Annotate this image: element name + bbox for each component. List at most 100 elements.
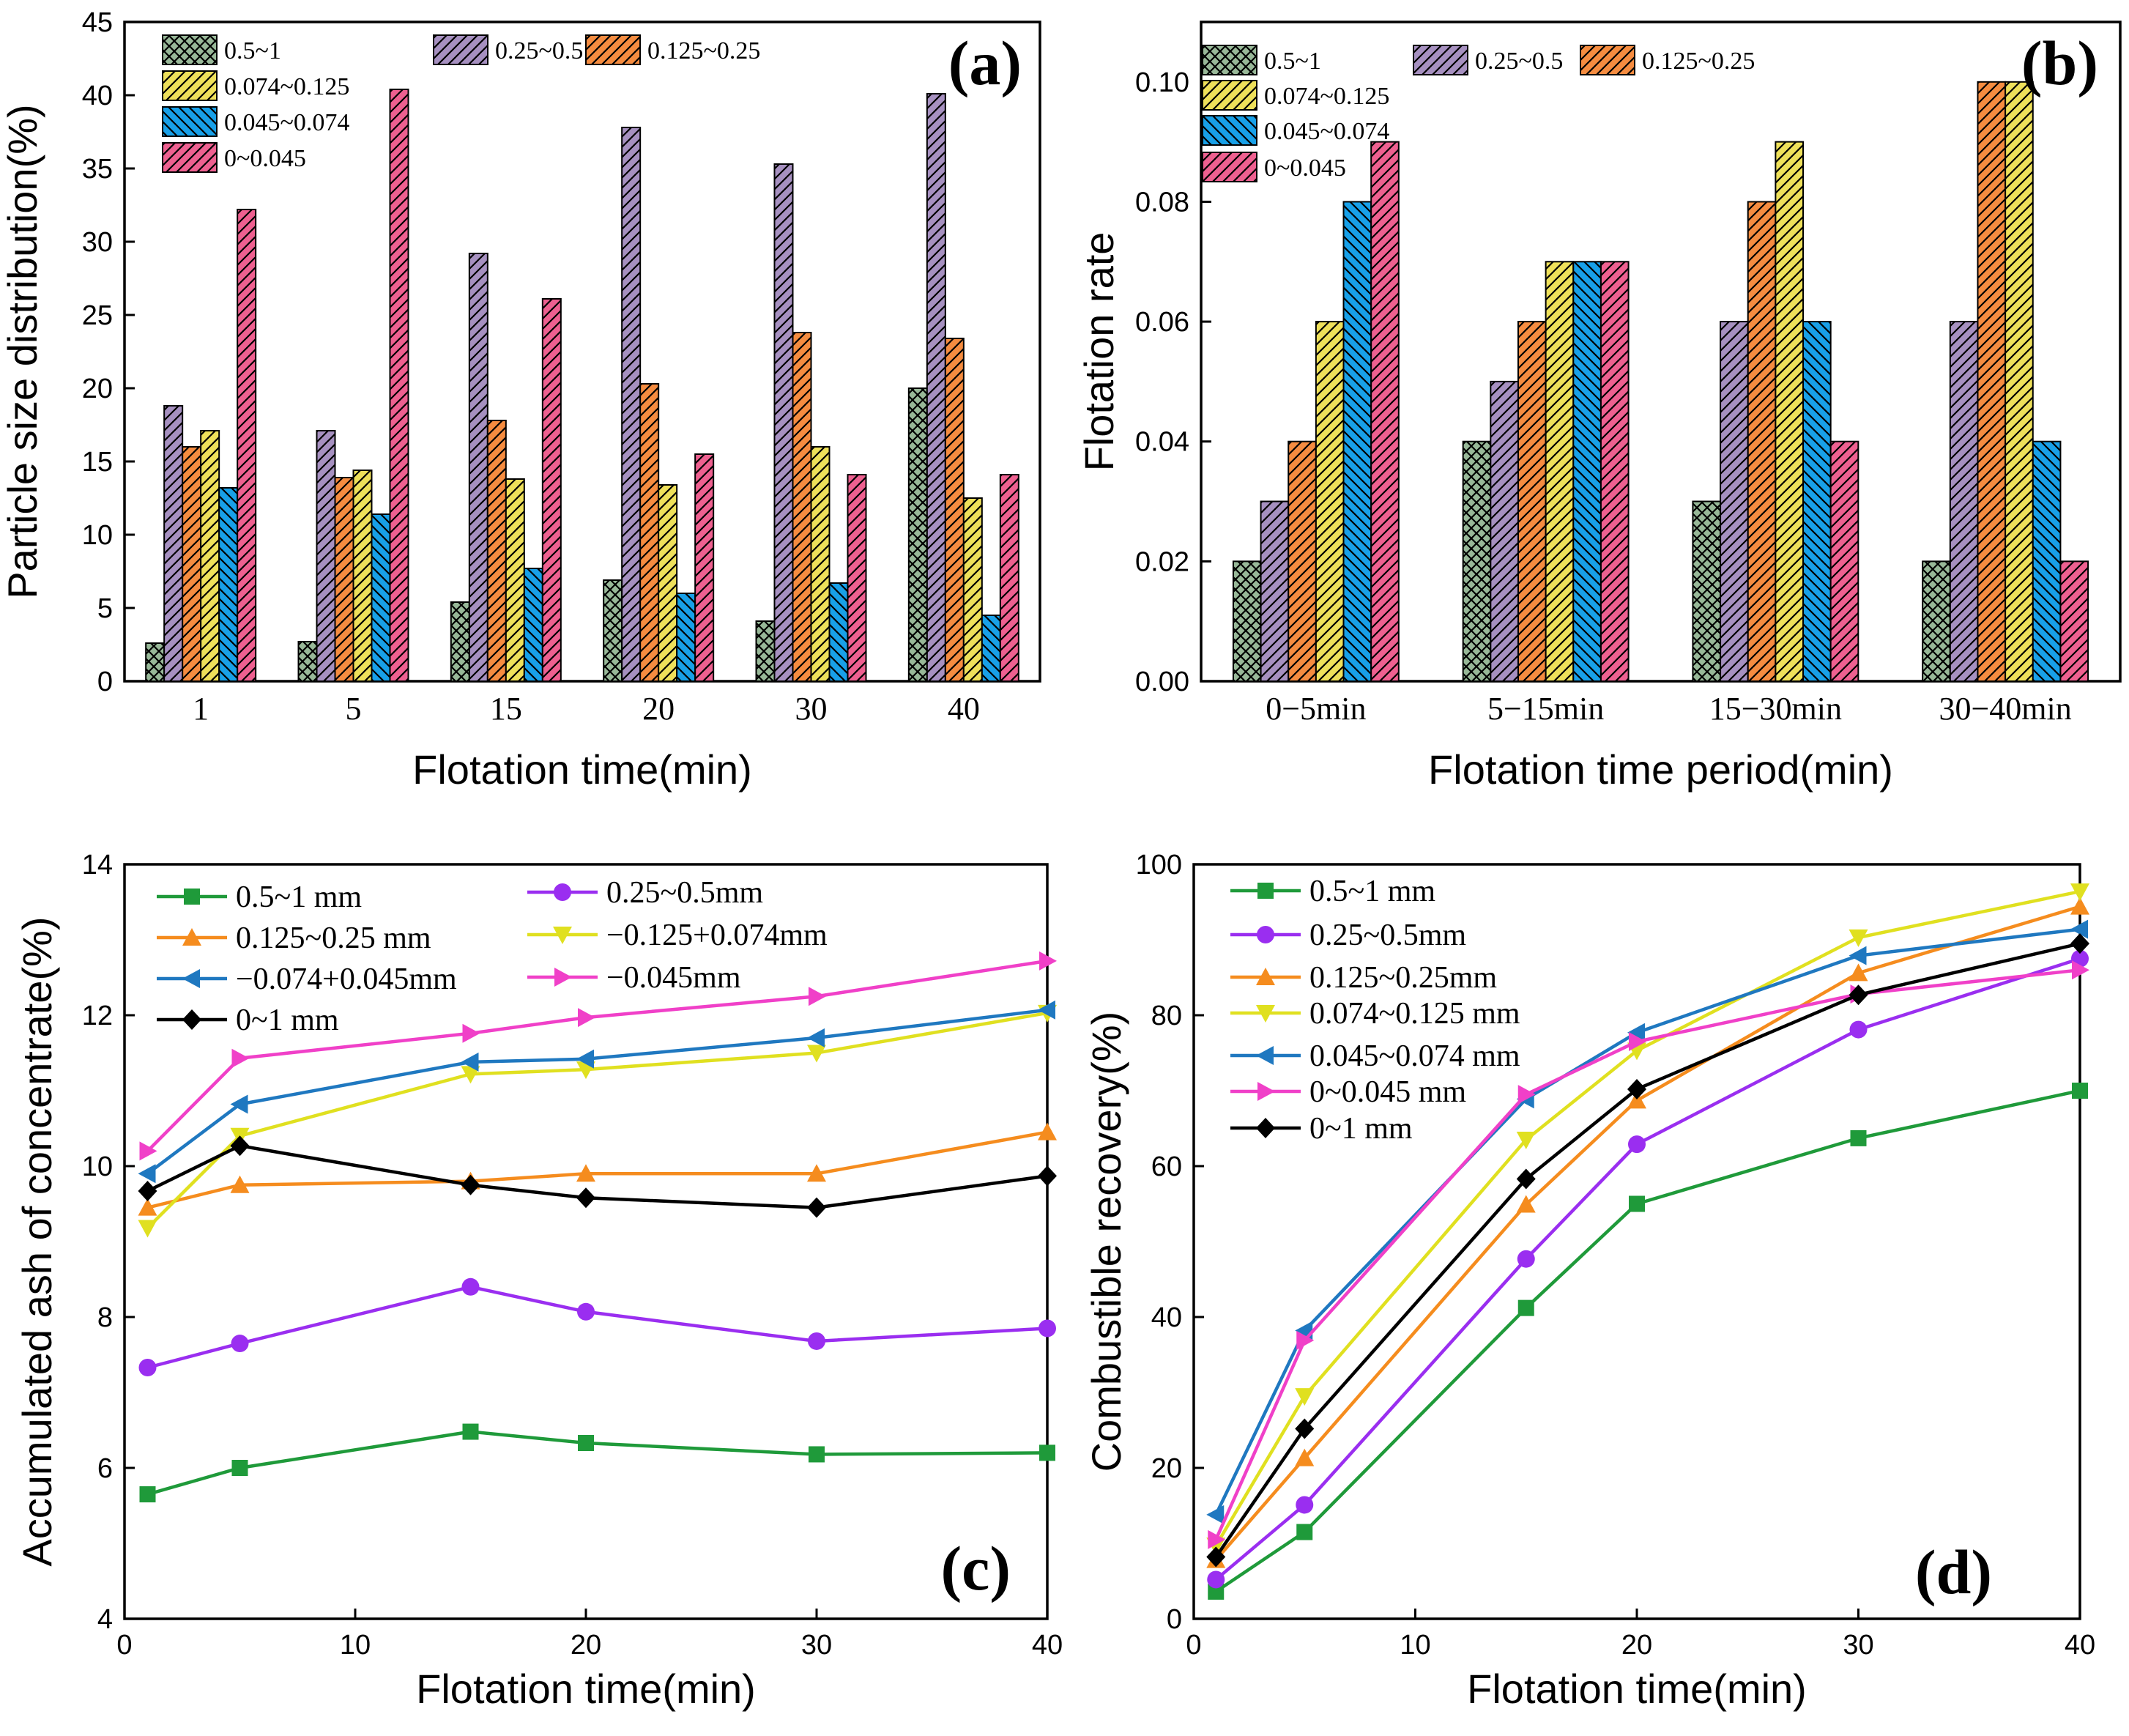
bar bbox=[2032, 440, 2062, 683]
data-point bbox=[1627, 1078, 1646, 1099]
data-point bbox=[1206, 1546, 1226, 1568]
series-1 bbox=[138, 1277, 1056, 1377]
data-point bbox=[184, 889, 200, 905]
bar bbox=[1977, 81, 2007, 683]
series-line bbox=[1214, 957, 2081, 1581]
x-tick-label: 30 bbox=[801, 1630, 832, 1661]
legend-item: −0.074+0.045mm bbox=[157, 962, 457, 996]
legend-swatch bbox=[162, 34, 218, 65]
panel-b: 0.00 0.02 0.04 0.06 0.08 0.10 0−5min 5−15min 15−… bbox=[1076, 21, 2122, 793]
data-point bbox=[462, 1023, 480, 1043]
data-point bbox=[462, 1423, 479, 1440]
bar bbox=[237, 209, 257, 682]
data-point bbox=[2070, 897, 2089, 915]
legend-item: 0.25~0.5 bbox=[1413, 45, 1563, 75]
legend-label: 0.25~0.5 bbox=[495, 37, 583, 64]
legend-label: −0.074+0.045mm bbox=[236, 962, 457, 996]
series-line bbox=[1214, 968, 2081, 1540]
data-point bbox=[1038, 1122, 1057, 1140]
legend-label: 0.125~0.25mm bbox=[1309, 961, 1497, 995]
legend-label: 0.074~0.125 bbox=[224, 73, 349, 100]
y-tick-label: 15 bbox=[82, 447, 113, 478]
x-axis-title: Flotation time period(min) bbox=[1428, 746, 1893, 793]
y-tick-label: 20 bbox=[1151, 1453, 1182, 1484]
bar bbox=[828, 582, 849, 682]
data-point bbox=[231, 1460, 248, 1476]
panel-c: 4 6 8 10 12 14 0 10 20 30 40 Flotation time(min) Acc… bbox=[14, 850, 1063, 1712]
bar bbox=[999, 474, 1019, 682]
legend-item: 0.074~0.125 bbox=[1202, 80, 1389, 111]
data-point bbox=[138, 1164, 156, 1184]
data-point bbox=[809, 1446, 825, 1463]
bar bbox=[218, 487, 239, 682]
y-tick-label: 80 bbox=[1151, 1001, 1182, 1031]
series-2 bbox=[1206, 897, 2089, 1568]
legend-label: 0.5~1 mm bbox=[1309, 875, 1435, 908]
legend-swatch bbox=[585, 34, 641, 65]
data-point bbox=[1257, 1082, 1275, 1101]
bar bbox=[1572, 261, 1602, 683]
bar bbox=[981, 615, 1001, 682]
data-point bbox=[1039, 1444, 1055, 1461]
legend-item: 0~1 mm bbox=[1230, 1112, 1413, 1146]
bar bbox=[1545, 261, 1575, 683]
data-point bbox=[1516, 1195, 1536, 1213]
bar bbox=[486, 420, 507, 682]
data-point bbox=[1295, 1388, 1315, 1406]
legend-swatch bbox=[1202, 115, 1257, 146]
data-point bbox=[230, 1175, 250, 1193]
bar bbox=[1462, 440, 1492, 683]
data-point bbox=[807, 1197, 826, 1218]
legend-item: 0.125~0.25 bbox=[1580, 45, 1755, 75]
data-point bbox=[1849, 1020, 1868, 1039]
legend: 0.5~1 mm 0.25~0.5mm 0.125~0.25mm0.074~0.12… bbox=[1230, 875, 1520, 1146]
y-tick-label: 10 bbox=[82, 1151, 113, 1182]
legend-item: 0.125~0.25mm bbox=[1230, 961, 1497, 995]
data-point bbox=[2072, 1083, 2088, 1099]
x-tick-label: 5 bbox=[346, 691, 362, 727]
x-tick-label: 0−5min bbox=[1266, 691, 1366, 727]
data-point bbox=[1849, 929, 1868, 947]
y-axis-title: Combustible recovery(%) bbox=[1083, 1012, 1129, 1472]
data-point bbox=[1039, 951, 1057, 971]
data-point bbox=[1039, 1319, 1056, 1338]
x-tick-label: 30 bbox=[795, 691, 828, 727]
bar bbox=[962, 497, 983, 682]
data-point bbox=[1629, 1032, 1646, 1052]
legend-label: 0.25~0.5mm bbox=[606, 876, 763, 910]
bar bbox=[316, 430, 336, 682]
bar bbox=[1922, 560, 1951, 683]
plot-frame bbox=[1200, 21, 2122, 683]
bar bbox=[182, 446, 202, 682]
data-point bbox=[139, 1486, 156, 1503]
legend-label: 0.5~1 mm bbox=[236, 880, 362, 914]
bar bbox=[297, 641, 318, 682]
legend: 0.5~1 0.25~0.5 0.125~0.25 0.074~0.125 0.045~… bbox=[1202, 45, 1755, 182]
bar bbox=[371, 513, 391, 682]
legend-swatch bbox=[162, 142, 218, 173]
data-point bbox=[138, 1220, 157, 1238]
x-tick-label: 0 bbox=[1186, 1630, 1201, 1661]
data-point bbox=[554, 968, 572, 987]
series-line bbox=[146, 1011, 1048, 1230]
panel-label: (c) bbox=[941, 1533, 1011, 1603]
bar bbox=[792, 332, 812, 682]
x-axis-title: Flotation time(min) bbox=[412, 746, 752, 793]
legend-label: 0.045~0.074 mm bbox=[1309, 1039, 1520, 1073]
legend-swatch bbox=[1202, 45, 1257, 75]
legend-item: 0.25~0.5mm bbox=[527, 876, 763, 910]
data-point bbox=[139, 1141, 157, 1161]
data-point bbox=[808, 1332, 825, 1350]
data-point bbox=[1256, 1046, 1274, 1065]
data-point bbox=[576, 1187, 595, 1209]
x-tick-label: 20 bbox=[571, 1630, 601, 1661]
legend-swatch bbox=[162, 70, 218, 101]
data-point bbox=[138, 1180, 157, 1201]
legend-item: 0~0.045 bbox=[1202, 152, 1346, 182]
data-point bbox=[1849, 984, 1868, 1006]
series-6 bbox=[138, 1135, 1057, 1218]
data-point bbox=[2072, 960, 2089, 980]
bar bbox=[2059, 560, 2089, 683]
legend-item: 0~0.045 mm bbox=[1230, 1075, 1466, 1109]
